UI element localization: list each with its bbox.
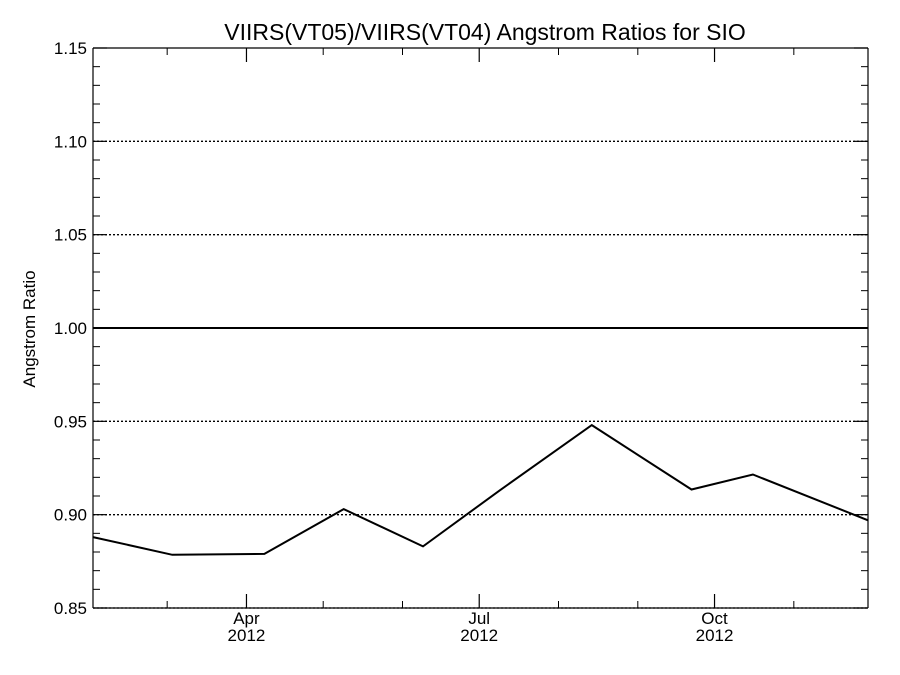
x-tick-label-month: Apr — [233, 609, 260, 628]
series-layer — [92, 423, 869, 556]
x-tick-label-year: 2012 — [460, 626, 498, 645]
x-tick-label-month: Oct — [701, 609, 728, 628]
series-line — [92, 423, 869, 556]
y-tick-label: 0.95 — [54, 412, 87, 431]
gridlines — [93, 140, 868, 609]
y-tick-label: 1.15 — [54, 39, 87, 58]
y-tick-label: 0.85 — [54, 599, 87, 618]
chart-title: VIIRS(VT05)/VIIRS(VT04) Angstrom Ratios … — [224, 19, 746, 45]
y-axis-label: Angstrom Ratio — [20, 270, 39, 387]
x-tick-label-year: 2012 — [228, 626, 266, 645]
x-tick-label-month: Jul — [468, 609, 490, 628]
y-tick-label: 1.10 — [54, 132, 87, 151]
y-axis: 0.85 0.90 0.95 1.00 1.05 1.10 1.15 — [54, 39, 868, 618]
y-tick-label: 0.90 — [54, 506, 87, 525]
x-tick-label-year: 2012 — [696, 626, 734, 645]
y-tick-label: 1.05 — [54, 226, 87, 245]
y-tick-label: 1.00 — [54, 319, 87, 338]
